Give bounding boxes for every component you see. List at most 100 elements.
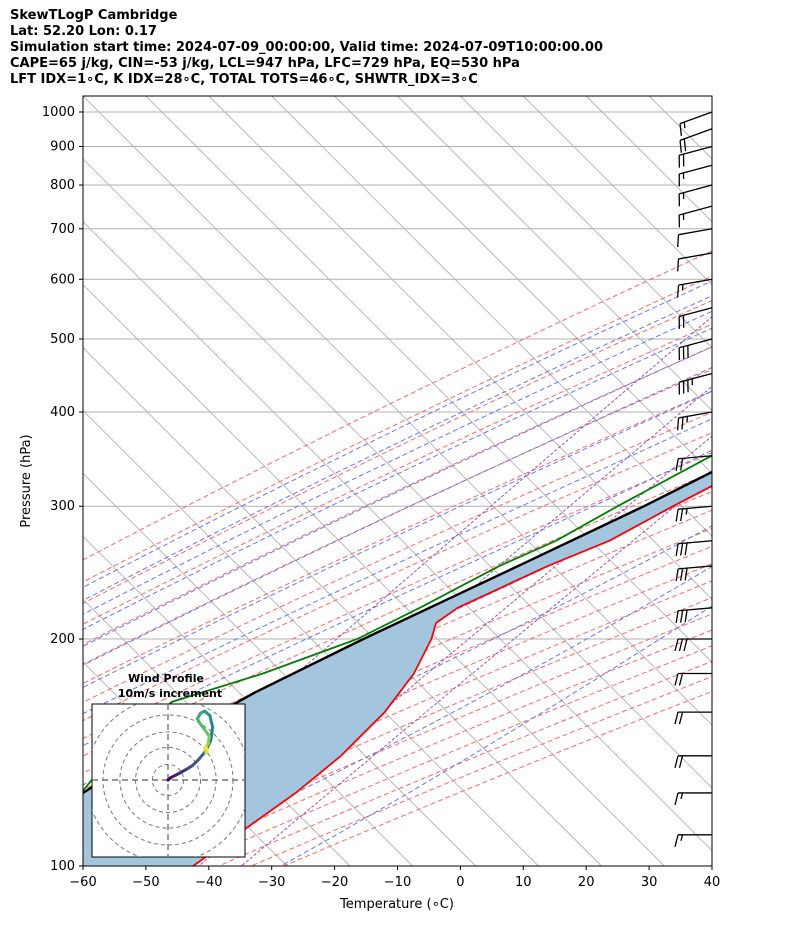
barb-feather: [684, 568, 688, 581]
dry-adiabat: [119, 613, 712, 866]
barb-feather: [674, 638, 679, 652]
station-coordinates: Lat: 52.20 Lon: 0.17: [10, 24, 157, 39]
dry-adiabat: [87, 597, 712, 866]
y-tick-label: 100: [50, 859, 75, 874]
x-tick-label: −60: [69, 875, 96, 890]
dry-adiabat: [83, 323, 712, 625]
barb-staff: [678, 228, 713, 236]
y-axis-title: Pressure (hPa): [19, 434, 34, 527]
isotherm-line: [83, 96, 712, 726]
barb-feather: [680, 543, 684, 556]
barb-staff: [678, 505, 713, 510]
barb-feather: [676, 234, 680, 248]
y-tick-label: 300: [50, 499, 75, 514]
dewpoint-line: [83, 454, 712, 793]
isotherm-line: [397, 96, 712, 412]
wind-barb: [679, 128, 713, 153]
barb-half-feather: [685, 508, 688, 515]
isotherm-line: [145, 96, 712, 663]
dry-adiabat: [83, 346, 712, 646]
barb-feather: [679, 140, 682, 153]
isotherm-line: [271, 96, 712, 537]
barb-feather: [678, 755, 684, 768]
barb-feather: [674, 755, 679, 768]
barb-feather: [674, 792, 679, 806]
barb-feather: [680, 508, 684, 522]
wind-barb: [674, 755, 712, 768]
barb-staff: [678, 411, 713, 419]
barb-feather: [676, 417, 680, 431]
barb-feather: [679, 123, 682, 136]
simulation-times: Simulation start time: 2024-07-09_00:00:…: [10, 40, 603, 55]
y-tick-label: 1000: [42, 105, 75, 120]
isotherm-line: [83, 158, 712, 789]
wind-barb: [674, 672, 712, 686]
dry-adiabat: [282, 690, 712, 866]
isotherm-line: [83, 346, 602, 866]
isotherm-line: [208, 96, 712, 600]
isotherm-line: [522, 96, 712, 286]
barb-half-feather: [680, 792, 684, 800]
barb-staff: [678, 607, 713, 612]
station-title: SkewTLogP Cambridge: [10, 8, 178, 23]
wind-barb: [678, 164, 713, 187]
wind-barb: [679, 111, 713, 136]
y-tick-label: 900: [50, 139, 75, 154]
barb-feather: [676, 258, 680, 272]
wind-barb: [676, 228, 713, 248]
barb-feather: [678, 638, 684, 652]
x-tick-label: −30: [258, 875, 285, 890]
x-tick-label: −20: [321, 875, 348, 890]
y-tick-label: 700: [50, 222, 75, 237]
x-tick-label: 0: [456, 875, 464, 890]
hodograph: [92, 704, 245, 857]
barb-feather: [683, 638, 688, 652]
barb-feather: [684, 542, 688, 556]
barb-feather: [676, 285, 680, 298]
wind-barb: [678, 338, 713, 361]
dry-adiabat: [217, 660, 712, 866]
barb-staff: [678, 338, 713, 349]
dry-adiabat: [83, 390, 712, 685]
moist-adiabat: [83, 280, 712, 588]
wind-profile-inset: Wind Profile 10m/s increment: [91, 672, 246, 858]
wind-barb: [678, 205, 713, 228]
moist-adiabat: [83, 418, 712, 715]
barb-staff: [678, 164, 713, 175]
wind-barb: [678, 372, 713, 395]
barb-staff: [679, 128, 713, 142]
mixing-ratio-line: [146, 385, 712, 866]
hodograph-segment: [208, 713, 215, 729]
barb-feather: [675, 610, 679, 624]
wind-barb: [675, 455, 713, 472]
barb-feather: [674, 834, 679, 847]
barb-staff: [678, 252, 713, 260]
x-tick-label: −10: [384, 875, 411, 890]
y-tick-label: 600: [50, 272, 75, 287]
wind-barb: [676, 278, 713, 298]
isotherm-line: [775, 96, 794, 866]
barb-feather: [675, 458, 679, 472]
wind-barb: [678, 307, 713, 329]
convective-parameters: CAPE=65 j/kg, CIN=-53 j/kg, LCL=947 hPa,…: [10, 56, 520, 71]
wind-barb: [675, 505, 713, 522]
barb-feather: [674, 673, 679, 686]
barb-feather: [680, 568, 684, 581]
wind-barb: [678, 184, 713, 207]
moist-adiabat: [83, 295, 712, 601]
isotherm-line: [711, 96, 712, 97]
barb-staff: [678, 145, 713, 156]
hodograph-segment: [209, 725, 215, 742]
barb-feather: [675, 509, 679, 522]
barb-feather: [675, 568, 679, 582]
inset-title: Wind Profile: [128, 672, 204, 685]
wind-barb: [674, 638, 712, 652]
isotherm-line: [460, 96, 712, 349]
x-tick-label: 40: [704, 875, 721, 890]
x-tick-label: 20: [578, 875, 595, 890]
y-tick-label: 500: [50, 332, 75, 347]
axes: −60 −50 −40 −30 −20 −10 0 10 20 30 40 1000 900 800 700…: [42, 105, 720, 890]
barb-staff: [678, 278, 713, 286]
wind-barb: [674, 711, 712, 725]
